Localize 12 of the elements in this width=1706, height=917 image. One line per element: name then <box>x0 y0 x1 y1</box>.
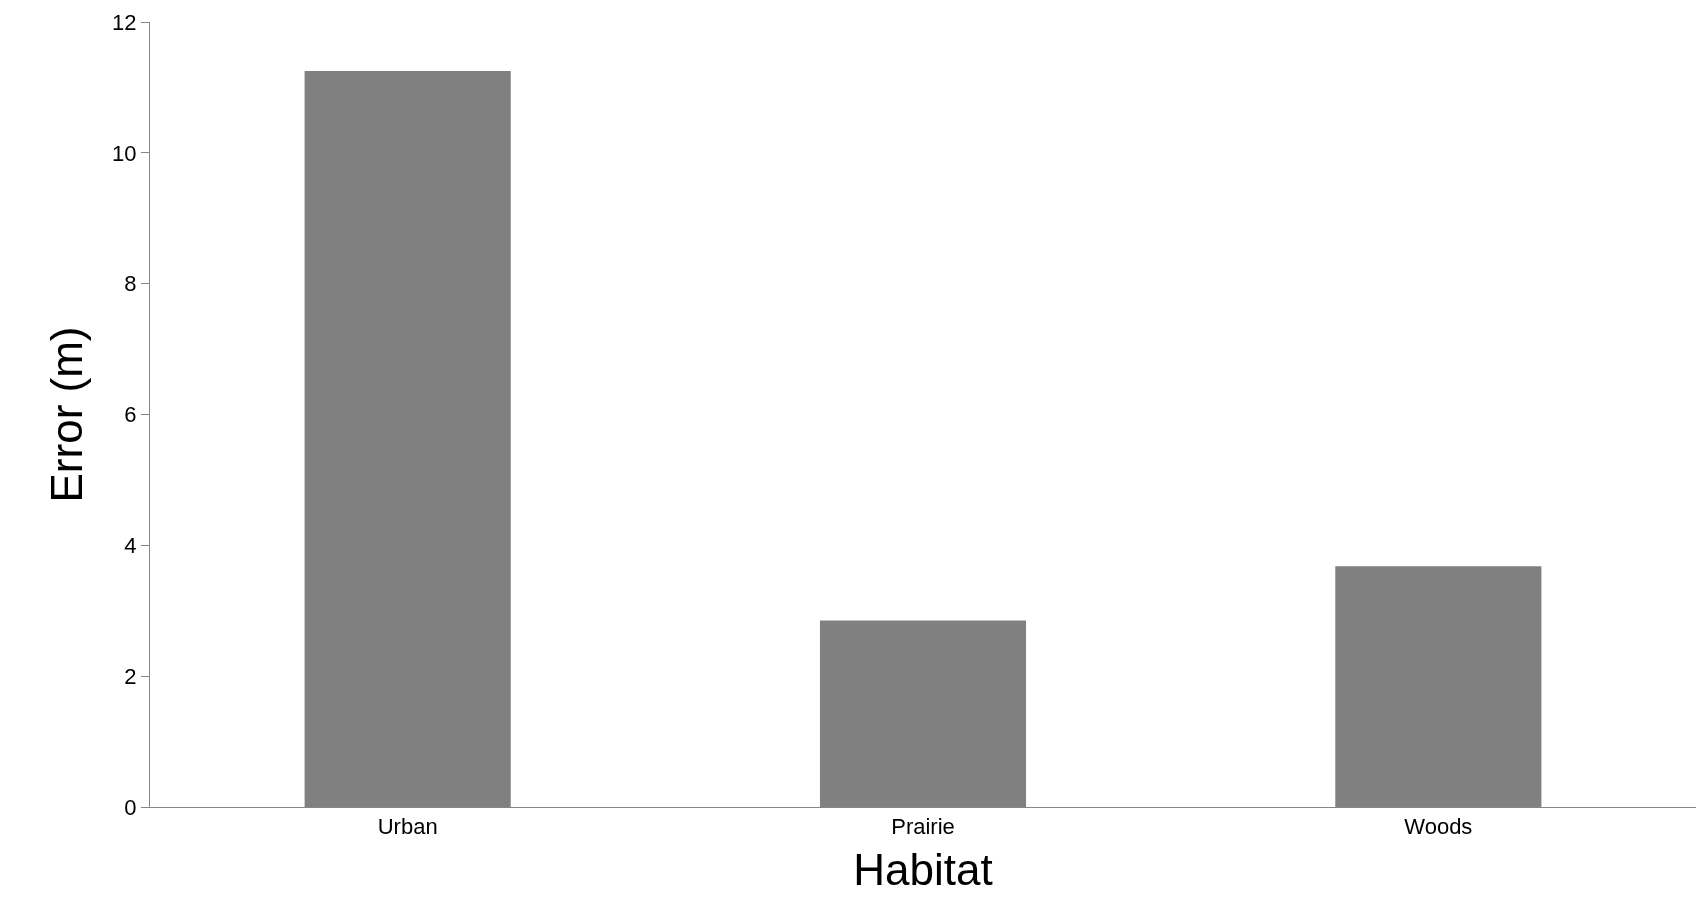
y-tick-label: 10 <box>112 140 137 166</box>
y-tick-label: 6 <box>124 402 137 428</box>
y-tick-label: 0 <box>124 794 137 820</box>
y-tick-label: 12 <box>112 9 137 35</box>
y-tick-label: 8 <box>124 271 137 297</box>
x-tick-label: Woods <box>1404 814 1473 840</box>
y-axis-title: Error (m) <box>42 326 92 503</box>
y-tick-label: 4 <box>124 533 137 559</box>
y-tick-label: 2 <box>124 663 137 689</box>
x-tick-label: Urban <box>377 814 438 840</box>
x-tick-label: Prairie <box>891 814 955 840</box>
x-axis-title: Habitat <box>853 844 993 894</box>
